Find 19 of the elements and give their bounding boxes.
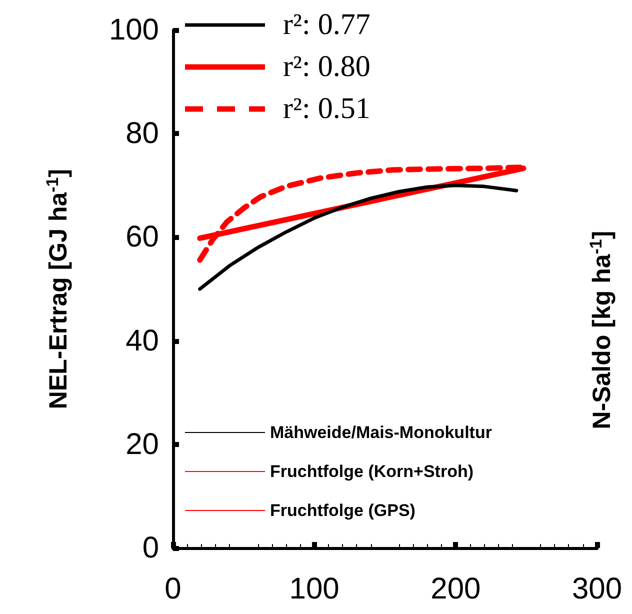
annotation: r²: 0.51 — [283, 92, 370, 126]
x-tick-label: 100 — [289, 572, 340, 606]
x-tick-label: 300 — [572, 572, 622, 606]
annotation: N-Saldo [kg ha-1] — [586, 230, 616, 430]
x-tick-label: 0 — [164, 572, 182, 606]
x-tick-label: 200 — [430, 572, 481, 606]
annotation: r²: 0.77 — [283, 8, 370, 42]
y-tick-label: 20 — [126, 428, 159, 461]
line-series — [198, 184, 518, 291]
y-tick-label: 0 — [142, 532, 159, 564]
legend-label: Fruchtfolge (Korn+Stroh) — [270, 462, 474, 481]
y-tick-label: 80 — [126, 117, 159, 150]
legend-label: Fruchtfolge (GPS) — [270, 501, 416, 520]
y-tick-label: 40 — [126, 324, 159, 358]
legend-label: Mähweide/Mais-Monokultur — [270, 423, 492, 442]
y-axis-title: NEL-Ertrag [GJ ha-1] — [43, 168, 72, 410]
annotation: r²: 0.80 — [283, 50, 370, 84]
y-tick-label: 60 — [126, 220, 159, 254]
y-tick-label: 100 — [108, 14, 159, 46]
